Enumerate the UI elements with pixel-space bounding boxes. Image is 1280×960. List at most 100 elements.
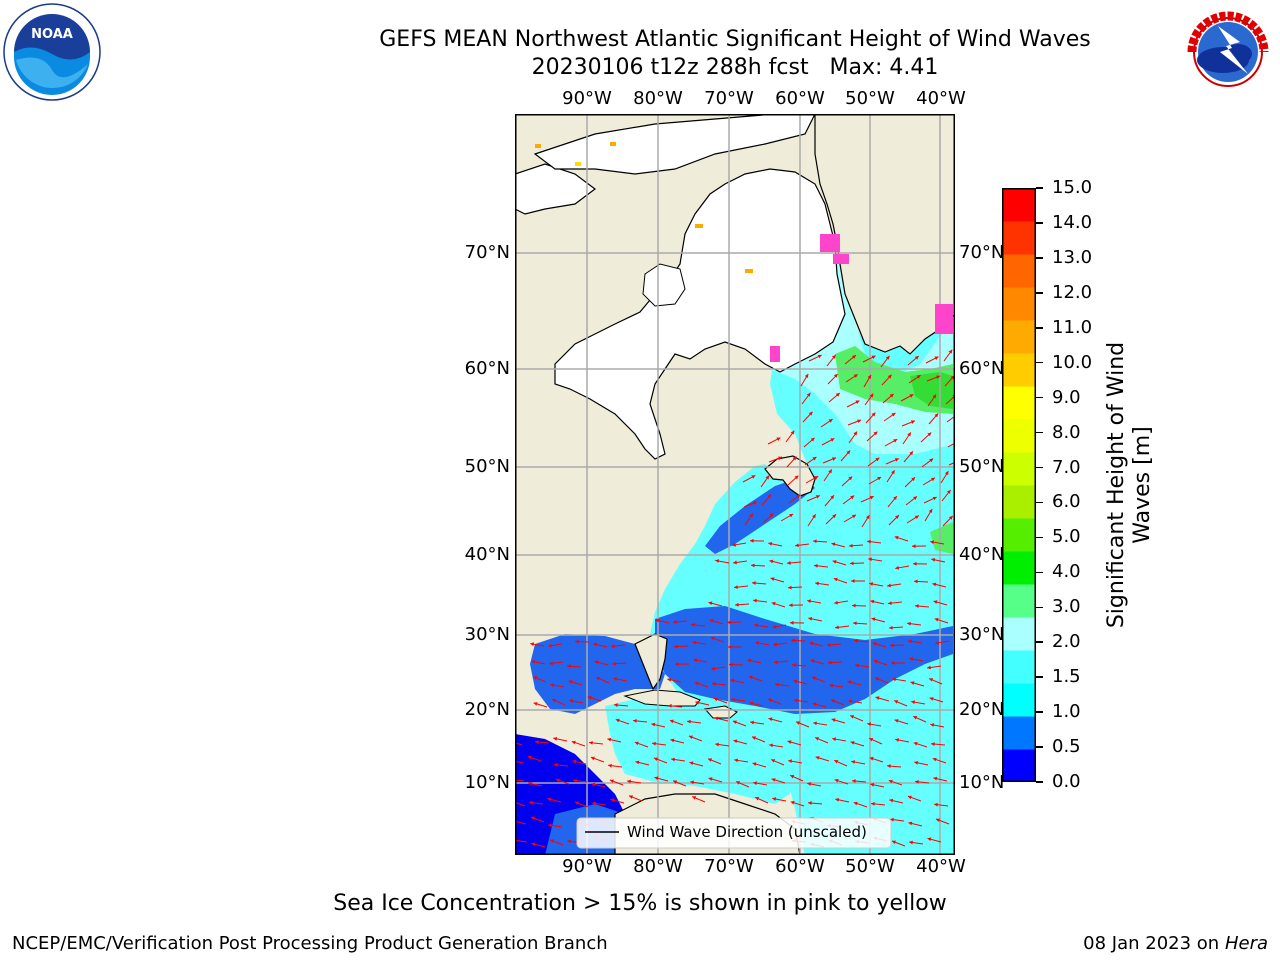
wave-direction-arrowhead [708,601,713,606]
wave-direction-arrowhead [915,604,919,608]
wave-direction-arrow [948,461,955,466]
wave-direction-arrowhead [793,679,798,684]
wave-direction-arrowhead [934,356,939,360]
wave-direction-arrowhead [767,494,772,499]
wave-direction-arrowhead [895,565,900,570]
wave-direction-arrowhead [877,477,882,481]
noaa-logo: NOAA [2,2,102,102]
wave-direction-arrowhead [889,625,893,630]
wave-direction-arrowhead [853,431,858,436]
wave-direction-arrowhead [814,563,818,568]
wave-direction-arrowhead [750,538,754,543]
wave-direction-arrowhead [651,722,656,727]
colorbar-segment [1002,551,1036,585]
wave-direction-arrowhead [754,623,758,628]
wave-direction-arrow [515,779,525,782]
wave-direction-arrowhead [890,643,894,648]
wave-direction-arrowhead [927,432,932,437]
wave-direction-arrowhead [869,393,874,398]
footer-date: 08 Jan 2023 on Hera [1083,933,1268,954]
wave-direction-arrowhead [752,736,756,740]
wave-direction-arrowhead [931,742,935,746]
wave-direction-arrowhead [829,683,833,688]
wave-direction-arrowhead [591,782,596,787]
colorbar-tick [1036,327,1043,329]
colorbar-tick [1036,746,1043,748]
arctic-strait [533,114,816,175]
colorbar-tick [1036,187,1043,189]
wave-direction-arrowhead [751,563,755,568]
wave-direction-arrowhead [547,797,552,802]
wave-direction-arrowhead [868,557,872,562]
wave-direction-arrowhead [867,374,871,379]
wave-direction-arrowhead [790,800,795,805]
wave-direction-arrowhead [727,620,731,625]
right-lat-label: 10°N [959,772,1005,793]
wave-direction-arrowhead [655,618,660,623]
colorbar-tick-label: 4.0 [1052,561,1081,583]
wave-direction-arrowhead [755,796,760,801]
wave-direction-arrowhead [609,779,614,784]
wave-direction-arrowhead [852,603,856,608]
right-lat-label: 30°N [959,624,1005,645]
wave-direction-arrowhead [634,741,639,746]
wave-direction-arrowhead [911,700,916,705]
wave-direction-arrowhead [747,658,752,663]
wave-direction-arrowhead [710,636,715,641]
wave-direction-arrowhead [635,760,640,765]
wave-direction-arrowhead [855,400,860,404]
wave-direction-arrowhead [550,839,554,843]
wave-direction-arrowhead [713,697,718,702]
newfoundland-landmass [764,455,816,497]
wave-direction-arrowhead [568,680,573,684]
right-lat-label: 60°N [959,358,1005,379]
arctic-no-data-region [554,168,846,460]
wave-direction-arrowhead [932,582,937,587]
wave-direction-arrowhead [715,742,719,747]
wave-direction-arrowhead [934,617,939,622]
ocean-region-gulf [530,634,665,714]
colorbar-tick-label: 14.0 [1052,211,1093,233]
colorbar-segment [1002,188,1036,222]
wave-direction-arrowhead [915,779,919,784]
wave-direction-arrowhead [675,662,679,667]
wave-direction-arrowhead [790,620,794,625]
plot-title-line1: GEFS MEAN Northwest Atlantic Significant… [379,27,1091,52]
wave-direction-arrowhead [834,600,838,605]
wave-direction-arrowhead [790,430,795,435]
wave-direction-arrowhead [852,514,857,519]
wave-direction-arrowhead [629,795,633,799]
wave-direction-arrowhead [615,718,620,723]
wave-direction-arrowhead [913,496,918,501]
colorbar-tick [1036,606,1043,609]
wave-direction-arrowhead [753,781,758,786]
wave-direction-arrowhead [695,700,700,705]
wave-direction-arrowhead [674,644,678,649]
wave-direction-arrowhead [569,699,574,703]
wave-direction-arrowhead [914,579,918,584]
wave-direction-arrowhead [790,774,795,779]
colorbar-title-line2: Waves [m] [1130,426,1155,544]
colorbar-tick-label: 8.0 [1052,421,1081,443]
bottom-lon-label: 90°W [562,856,612,877]
wave-direction-arrowhead [913,561,917,566]
wave-direction-arrowhead [850,495,855,500]
wave-direction-arrowhead [911,420,915,424]
wave-direction-arrowhead [549,661,553,666]
wave-direction-arrowhead [873,431,878,436]
wave-direction-arrowhead [933,600,938,604]
wave-direction-arrowhead [753,598,757,603]
bottom-lon-label: 70°W [704,856,754,877]
wave-direction-arrowhead [550,683,555,688]
colorbar-tick [1036,222,1043,224]
colorbar-tick-label: 11.0 [1052,316,1093,338]
wave-direction-arrowhead [807,599,812,604]
inland-lake [642,263,686,307]
wave-direction-arrowhead [794,475,799,480]
wave-direction-arrowhead [869,582,874,586]
top-lon-label: 40°W [916,88,966,109]
wave-direction-arrowhead [587,695,592,700]
wave-direction-arrowhead [850,715,855,719]
wave-direction-arrowhead [593,642,598,647]
left-lat-label: 70°N [464,242,510,263]
